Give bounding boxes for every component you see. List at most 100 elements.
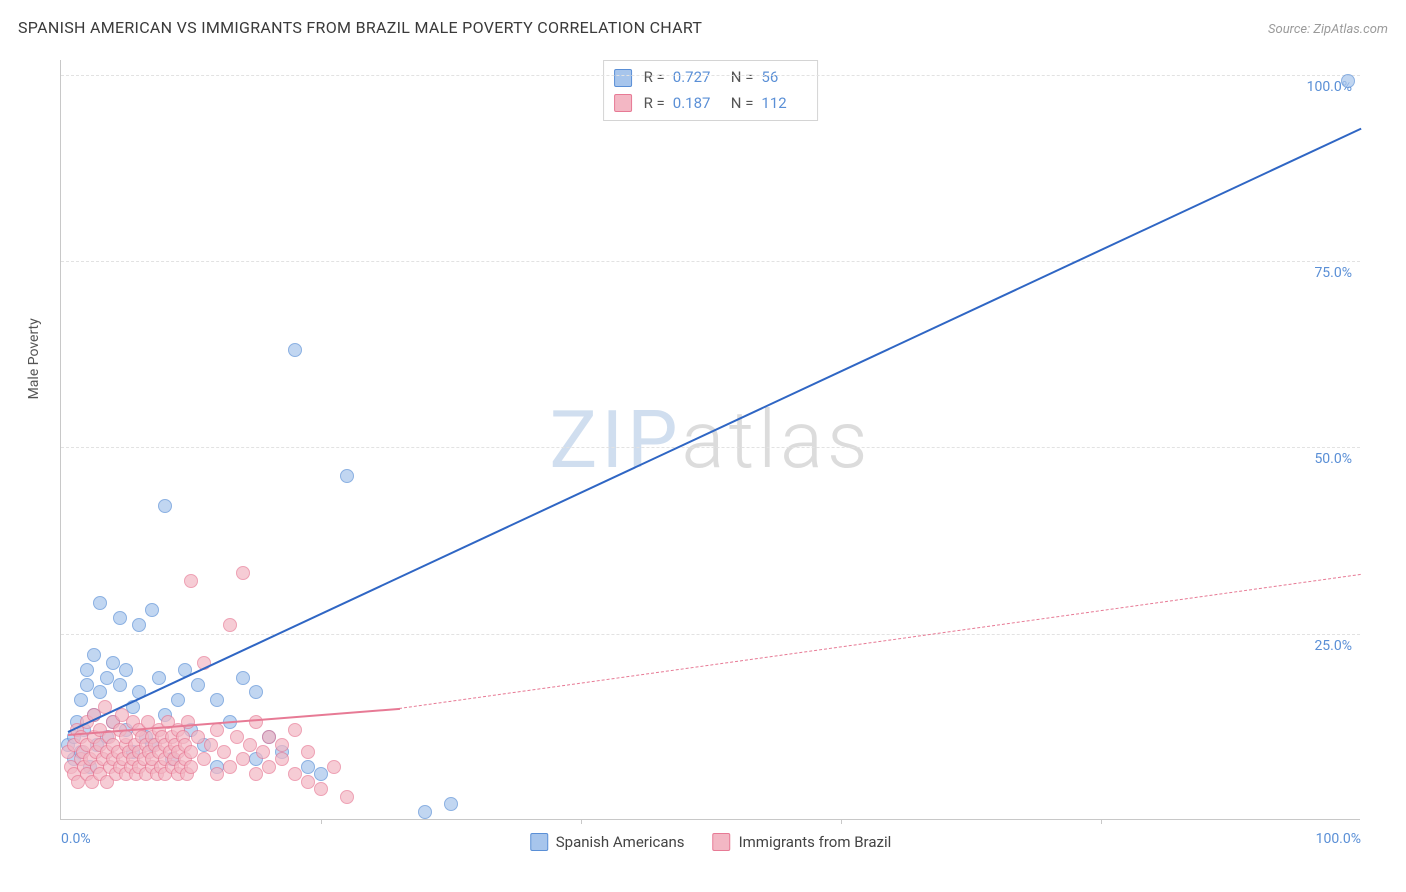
stat-n-value: 112 bbox=[761, 91, 807, 117]
legend-swatch bbox=[614, 69, 632, 87]
scatter-point bbox=[223, 760, 237, 774]
x-tick-mark bbox=[1101, 819, 1102, 824]
scatter-point bbox=[249, 767, 263, 781]
series-legend-label: Immigrants from Brazil bbox=[739, 833, 892, 851]
scatter-point bbox=[256, 745, 270, 759]
scatter-point bbox=[132, 618, 146, 632]
scatter-point bbox=[288, 723, 302, 737]
scatter-point bbox=[314, 782, 328, 796]
scatter-point bbox=[301, 745, 315, 759]
scatter-point bbox=[243, 738, 257, 752]
gridline-horizontal bbox=[61, 261, 1360, 262]
stat-n-label: N = bbox=[731, 65, 754, 91]
scatter-point bbox=[181, 715, 195, 729]
scatter-point bbox=[204, 738, 218, 752]
watermark-left: ZIP bbox=[549, 393, 681, 487]
trend-line bbox=[67, 127, 1361, 732]
scatter-point bbox=[301, 775, 315, 789]
scatter-point bbox=[87, 648, 101, 662]
x-tick-label: 100.0% bbox=[1316, 831, 1361, 847]
scatter-point bbox=[191, 730, 205, 744]
scatter-point bbox=[113, 678, 127, 692]
x-tick-label: 0.0% bbox=[61, 831, 91, 847]
correlation-legend: R = 0.727 N = 56 R = 0.187 N = 112 bbox=[603, 60, 819, 121]
scatter-point bbox=[418, 805, 432, 819]
scatter-point bbox=[340, 469, 354, 483]
stat-r-label: R = bbox=[644, 65, 665, 91]
scatter-point bbox=[314, 767, 328, 781]
x-tick-mark bbox=[581, 819, 582, 824]
scatter-point bbox=[119, 663, 133, 677]
gridline-horizontal bbox=[61, 75, 1360, 76]
y-tick-label: 75.0% bbox=[1314, 265, 1352, 281]
stat-r-label: R = bbox=[644, 91, 665, 117]
scatter-point bbox=[217, 745, 231, 759]
x-tick-mark bbox=[321, 819, 322, 824]
scatter-point bbox=[262, 760, 276, 774]
scatter-point bbox=[223, 618, 237, 632]
scatter-point bbox=[275, 752, 289, 766]
scatter-point bbox=[100, 671, 114, 685]
scatter-point bbox=[184, 574, 198, 588]
chart-source: Source: ZipAtlas.com bbox=[1268, 22, 1388, 37]
scatter-point bbox=[236, 671, 250, 685]
scatter-point bbox=[74, 693, 88, 707]
trend-line-dashed bbox=[399, 574, 1361, 709]
scatter-point bbox=[230, 730, 244, 744]
scatter-point bbox=[327, 760, 341, 774]
series-legend-item: Immigrants from Brazil bbox=[713, 833, 892, 851]
legend-swatch bbox=[713, 833, 731, 851]
correlation-legend-row: R = 0.727 N = 56 bbox=[614, 65, 808, 91]
scatter-point bbox=[210, 767, 224, 781]
scatter-point bbox=[80, 663, 94, 677]
scatter-point bbox=[113, 611, 127, 625]
gridline-horizontal bbox=[61, 447, 1360, 448]
series-legend-item: Spanish Americans bbox=[530, 833, 685, 851]
scatter-point bbox=[106, 656, 120, 670]
stat-n-label: N = bbox=[731, 91, 754, 117]
scatter-point bbox=[210, 693, 224, 707]
scatter-point bbox=[249, 715, 263, 729]
scatter-point bbox=[275, 738, 289, 752]
scatter-point bbox=[236, 566, 250, 580]
chart-header: SPANISH AMERICAN VS IMMIGRANTS FROM BRAZ… bbox=[18, 18, 1388, 37]
watermark-right: atlas bbox=[682, 393, 872, 487]
stat-r-value: 0.727 bbox=[673, 65, 719, 91]
gridline-horizontal bbox=[61, 634, 1360, 635]
scatter-point bbox=[184, 745, 198, 759]
scatter-point bbox=[236, 752, 250, 766]
series-legend-label: Spanish Americans bbox=[556, 833, 685, 851]
scatter-point bbox=[197, 752, 211, 766]
scatter-point bbox=[444, 797, 458, 811]
scatter-point bbox=[210, 723, 224, 737]
scatter-point bbox=[93, 685, 107, 699]
legend-swatch bbox=[614, 94, 632, 112]
scatter-point bbox=[340, 790, 354, 804]
scatter-point bbox=[249, 685, 263, 699]
x-tick-mark bbox=[841, 819, 842, 824]
correlation-legend-row: R = 0.187 N = 112 bbox=[614, 91, 808, 117]
scatter-point bbox=[288, 767, 302, 781]
stat-r-value: 0.187 bbox=[673, 91, 719, 117]
scatter-point bbox=[80, 678, 94, 692]
watermark: ZIPatlas bbox=[549, 393, 871, 487]
series-legend: Spanish Americans Immigrants from Brazil bbox=[530, 833, 892, 851]
scatter-point bbox=[301, 760, 315, 774]
scatter-point bbox=[288, 343, 302, 357]
chart-title: SPANISH AMERICAN VS IMMIGRANTS FROM BRAZ… bbox=[18, 18, 702, 37]
scatter-point bbox=[158, 499, 172, 513]
y-tick-label: 25.0% bbox=[1314, 638, 1352, 654]
scatter-point bbox=[1341, 74, 1355, 88]
scatter-point bbox=[171, 693, 185, 707]
scatter-plot-area: ZIPatlas R =0.727N =56R =0.187N =112 Spa… bbox=[60, 60, 1360, 820]
y-axis-label: Male Poverty bbox=[26, 318, 42, 399]
scatter-point bbox=[262, 730, 276, 744]
scatter-point bbox=[145, 603, 159, 617]
scatter-point bbox=[184, 760, 198, 774]
y-tick-label: 50.0% bbox=[1314, 451, 1352, 467]
scatter-point bbox=[93, 596, 107, 610]
scatter-point bbox=[152, 671, 166, 685]
stat-n-value: 56 bbox=[761, 65, 807, 91]
scatter-point bbox=[191, 678, 205, 692]
legend-swatch bbox=[530, 833, 548, 851]
